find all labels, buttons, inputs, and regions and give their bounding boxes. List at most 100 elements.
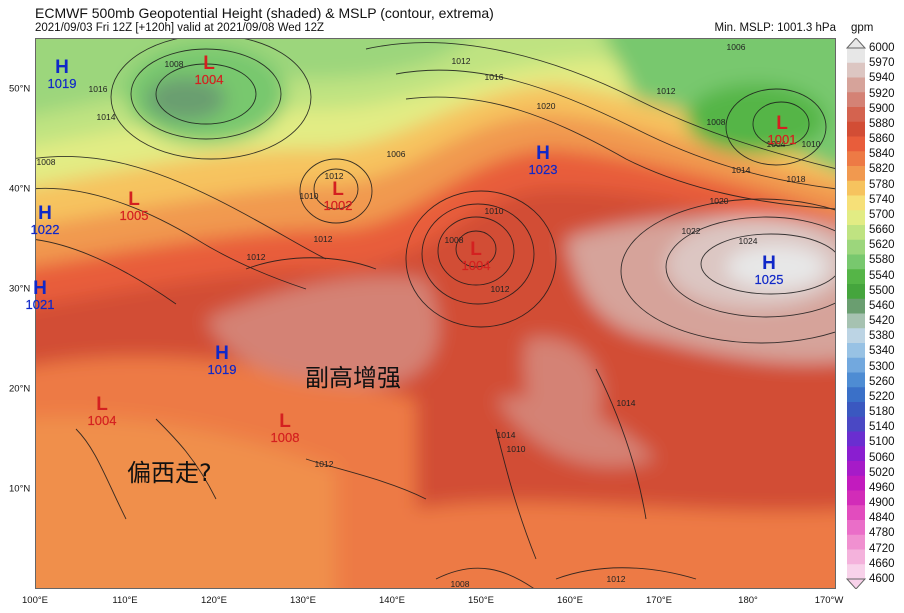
colorbar xyxy=(846,38,866,589)
colorbar-cell xyxy=(847,564,865,580)
isobar-label: 1006 xyxy=(726,42,746,52)
isobar-label: 1012 xyxy=(490,284,510,294)
colorbar-cell xyxy=(847,402,865,418)
longitude-tick-label: 160°E xyxy=(557,595,583,606)
isobar-label: 1022 xyxy=(681,226,701,236)
isobar-label: 1018 xyxy=(786,174,806,184)
high-pressure-marker: H 1021 xyxy=(25,278,54,311)
colorbar-cell xyxy=(847,136,865,152)
colorbar-cell xyxy=(847,520,865,536)
colorbar-tick-label: 5820 xyxy=(869,163,895,176)
low-pressure-marker: L 1001 xyxy=(767,114,797,147)
pressure-value: 1023 xyxy=(528,162,558,177)
colorbar-tick-label: 5740 xyxy=(869,193,895,206)
pressure-value: 1005 xyxy=(119,208,149,223)
longitude-tick-label: 150°E xyxy=(468,595,494,606)
colorbar-cell xyxy=(847,534,865,551)
high-pressure-marker: H 1019 xyxy=(207,343,236,376)
colorbar-tick-label: 5420 xyxy=(869,315,895,328)
isobar-label: 1016 xyxy=(484,72,504,82)
longitude-tick-label: 170°E xyxy=(646,595,672,606)
isobar-label: 1010 xyxy=(506,444,526,454)
pressure-letter: L xyxy=(96,394,108,415)
pressure-value: 1004 xyxy=(87,413,117,428)
colorbar-cell xyxy=(847,372,865,388)
high-pressure-marker: H 1023 xyxy=(528,143,558,177)
colorbar-cell xyxy=(847,269,865,285)
pressure-letter: L xyxy=(203,53,215,74)
colorbar-tick-label: 4660 xyxy=(869,557,895,570)
pressure-letter: H xyxy=(536,143,550,164)
pressure-value: 1001 xyxy=(767,132,797,147)
pressure-value: 1004 xyxy=(461,258,491,273)
isobar-label: 1012 xyxy=(313,234,333,244)
colorbar-cell xyxy=(847,239,865,256)
longitude-tick-label: 100°E xyxy=(22,595,48,606)
colorbar-cell xyxy=(847,254,865,270)
colorbar-tick-label: 5260 xyxy=(869,375,895,388)
colorbar-tick-label: 5970 xyxy=(869,57,895,70)
pressure-value: 1025 xyxy=(754,272,784,287)
colorbar-cell xyxy=(847,490,865,506)
low-pressure-marker: L 1004 xyxy=(194,53,224,87)
colorbar-cell xyxy=(847,180,865,197)
colorbar-cell xyxy=(847,505,865,521)
longitude-tick-label: 110°E xyxy=(112,595,138,606)
isobar-label: 1014 xyxy=(731,165,751,175)
colorbar-cell xyxy=(847,357,865,374)
colorbar-tick-label: 5460 xyxy=(869,299,895,312)
isobar-label: 1014 xyxy=(496,430,516,440)
longitude-tick-label: 140°E xyxy=(379,595,405,606)
pressure-letter: L xyxy=(279,411,291,432)
isobar-label: 1012 xyxy=(324,171,344,181)
colorbar-tick-label: 5060 xyxy=(869,451,895,464)
pressure-letter: H xyxy=(215,343,229,364)
pressure-letter: H xyxy=(55,57,69,78)
colorbar-tick-label: 5580 xyxy=(869,254,895,267)
colorbar-cell xyxy=(847,48,865,64)
pressure-letter: H xyxy=(33,278,47,299)
colorbar-cell xyxy=(847,210,865,226)
westward-question-annotation: 偏西走? xyxy=(127,459,212,487)
isobar-label: 1010 xyxy=(801,139,821,149)
high-pressure-marker: H 1019 xyxy=(47,57,77,91)
colorbar-tick-label: 5340 xyxy=(869,345,895,358)
map-canvas xyxy=(36,39,835,588)
isobar-label: 1024 xyxy=(738,236,758,246)
longitude-tick-label: 180° xyxy=(738,595,758,606)
isobar-label: 1012 xyxy=(451,56,471,66)
longitude-tick-label: 120°E xyxy=(201,595,227,606)
colorbar-cell xyxy=(847,431,865,447)
pressure-letter: L xyxy=(332,179,344,200)
latitude-tick-label: 30°N xyxy=(9,283,31,295)
valid-time-subtitle: 2021/09/03 Fri 12Z [+120h] valid at 2021… xyxy=(35,22,325,34)
high-pressure-marker: H 1022 xyxy=(30,203,60,237)
isobar-label: 1010 xyxy=(299,191,319,201)
colorbar-cell xyxy=(847,461,865,477)
colorbar-tick-label: 4720 xyxy=(869,542,895,555)
pressure-value: 1004 xyxy=(194,72,224,87)
isobar-label: 1008 xyxy=(706,117,726,127)
colorbar-tick-label: 6000 xyxy=(869,42,895,54)
pressure-value: 1002 xyxy=(323,198,353,213)
pressure-value: 1019 xyxy=(47,76,77,91)
isobar-label: 1014 xyxy=(616,398,636,408)
colorbar-tick-label: 5700 xyxy=(869,208,895,221)
isobar-label: 1008 xyxy=(164,59,184,69)
pressure-letter: L xyxy=(128,189,140,210)
longitude-tick-label: 170°W xyxy=(814,595,844,606)
colorbar-tick-label: 5920 xyxy=(869,87,895,100)
pressure-value: 1008 xyxy=(270,430,300,445)
pressure-value: 1022 xyxy=(30,222,60,237)
latitude-tick-label: 40°N xyxy=(9,183,31,195)
low-pressure-marker: L 1002 xyxy=(323,179,353,213)
colorbar-cell xyxy=(847,151,865,167)
colorbar-cell xyxy=(847,313,865,329)
pressure-letter: H xyxy=(38,203,52,224)
colorbar-tick-label: 5380 xyxy=(869,330,895,343)
colorbar-tick-label: 4840 xyxy=(869,512,895,525)
longitude-tick-label: 130°E xyxy=(290,595,316,606)
colorbar-tick-label: 5140 xyxy=(869,421,895,434)
colorbar-cell xyxy=(847,328,865,344)
weather-map[interactable]: 1008 1016 1014 1012 1006 1008 1010 1012 1012 1016… xyxy=(35,38,836,589)
